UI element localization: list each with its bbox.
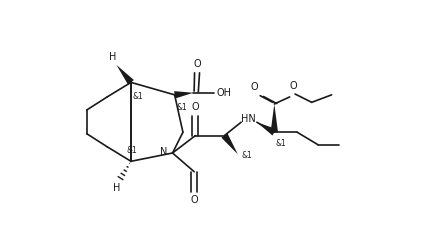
Polygon shape (117, 65, 134, 85)
Text: &1: &1 (176, 103, 187, 112)
Polygon shape (221, 133, 238, 154)
Text: O: O (251, 82, 259, 92)
Text: &1: &1 (127, 146, 138, 155)
Text: &1: &1 (133, 91, 143, 101)
Text: HN: HN (241, 114, 256, 124)
Text: O: O (192, 102, 199, 112)
Text: O: O (194, 59, 201, 69)
Polygon shape (271, 104, 278, 132)
Text: N: N (160, 147, 167, 157)
Polygon shape (257, 122, 276, 136)
Text: &1: &1 (276, 139, 287, 148)
Text: H: H (113, 183, 120, 193)
Text: OH: OH (216, 88, 231, 98)
Text: O: O (290, 81, 297, 91)
Polygon shape (174, 91, 193, 99)
Text: O: O (190, 195, 198, 205)
Text: H: H (109, 52, 116, 62)
Text: &1: &1 (241, 151, 252, 160)
